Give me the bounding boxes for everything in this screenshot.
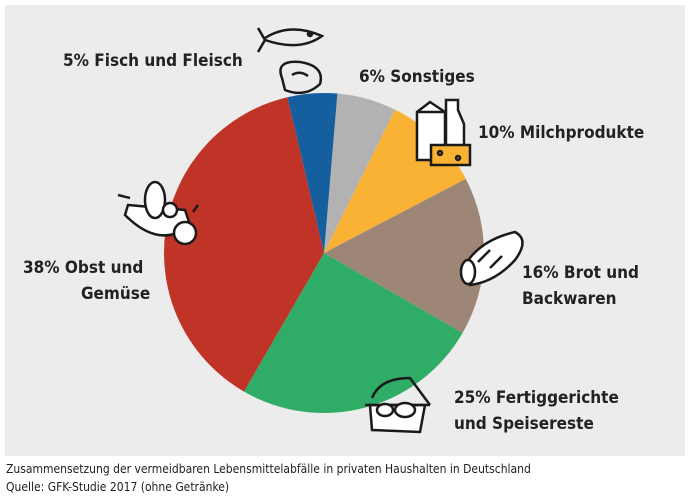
label-fertig-1: 25% Fertiggerichte <box>454 388 619 408</box>
pie-slice-5 <box>287 93 338 254</box>
label-brot-2: Backwaren <box>522 289 617 309</box>
caption-source: Quelle: GFK-Studie 2017 (ohne Getränke) <box>6 480 230 494</box>
fish-meat-icon <box>256 27 325 95</box>
pie-slice-0 <box>324 93 396 253</box>
label-milchprodukte: 10% Milchprodukte <box>478 123 645 143</box>
milk-cheese-icon <box>415 98 472 167</box>
label-fisch-fleisch: 5% Fisch und Fleisch <box>63 51 243 71</box>
label-brot-1: 16% Brot und <box>522 263 639 283</box>
pie-slice-4 <box>164 97 324 392</box>
pie-slice-3 <box>244 253 463 413</box>
bread-icon <box>459 230 524 287</box>
label-fertig-2: und Speisereste <box>454 414 594 434</box>
caption-description: Zusammensetzung der vermeidbaren Lebensm… <box>6 462 531 476</box>
pie-chart <box>117 27 524 434</box>
chart-panel: 5% Fisch und Fleisch 6% Sonstiges 10% Mi… <box>5 5 685 456</box>
label-obst-2: Gemüse <box>81 284 151 304</box>
ready-meal-icon <box>365 376 432 434</box>
fruit-basket-icon <box>117 180 200 246</box>
label-sonstiges: 6% Sonstiges <box>359 67 475 87</box>
pie-slice-2 <box>324 178 485 333</box>
label-obst-1: 38% Obst und <box>23 258 144 278</box>
